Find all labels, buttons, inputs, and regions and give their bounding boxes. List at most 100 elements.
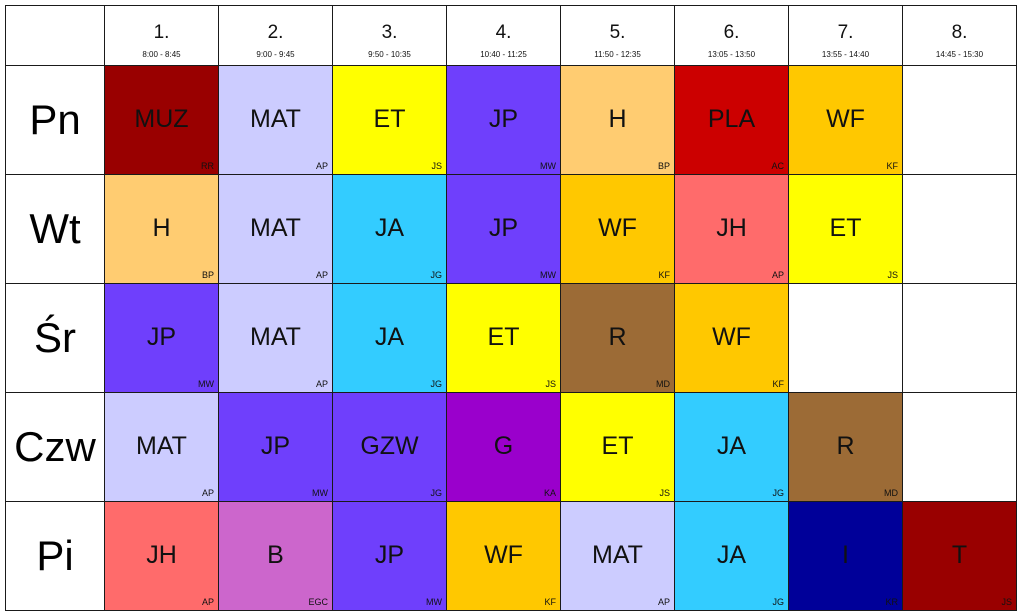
lesson-cell[interactable]: WF KF (788, 65, 903, 175)
lesson-cell[interactable]: G KA (446, 392, 561, 502)
subject-code: JP (488, 214, 519, 242)
subject-code: JA (716, 541, 747, 569)
period-number: 6. (723, 22, 740, 43)
lesson-cell[interactable]: JP MW (446, 174, 561, 284)
subject-code: JP (374, 541, 405, 569)
lesson-cell[interactable]: WF KF (674, 283, 789, 393)
day-row-pn: Pn MUZ RR MAT AP ET JS JP MW H BP PLA AC WF KF (5, 65, 1017, 175)
teacher-code: AP (771, 270, 784, 280)
subject-code: T (951, 541, 968, 569)
lesson-cell[interactable]: H BP (104, 174, 219, 284)
lesson-cell[interactable] (902, 392, 1017, 502)
teacher-code: AP (201, 597, 214, 607)
lesson-cell[interactable]: ET JS (560, 392, 675, 502)
period-number: 8. (951, 22, 968, 43)
teacher-code: AP (657, 597, 670, 607)
teacher-code: JS (1001, 597, 1012, 607)
day-label: Pi (5, 501, 105, 611)
lesson-cell[interactable]: R MD (788, 392, 903, 502)
subject-code: JA (716, 432, 747, 460)
lesson-cell[interactable]: MAT AP (560, 501, 675, 611)
subject-code: JP (488, 105, 519, 133)
teacher-code: AP (315, 161, 328, 171)
lesson-cell[interactable]: JH AP (674, 174, 789, 284)
period-header-6: 6. 13:05 - 13:50 (674, 5, 789, 66)
period-header-2: 2. 9:00 - 9:45 (218, 5, 333, 66)
corner-cell (5, 5, 105, 66)
lesson-cell[interactable] (788, 283, 903, 393)
teacher-code: KF (772, 379, 784, 389)
teacher-code: JS (431, 161, 442, 171)
teacher-code: AC (771, 161, 784, 171)
subject-code: JP (146, 323, 177, 351)
teacher-code: JS (659, 488, 670, 498)
lesson-cell[interactable]: JA JG (332, 174, 447, 284)
period-header-3: 3. 9:50 - 10:35 (332, 5, 447, 66)
lesson-cell[interactable]: R MD (560, 283, 675, 393)
period-time: 13:05 - 13:50 (707, 50, 756, 59)
subject-code: MAT (592, 541, 643, 569)
subject-code: MAT (250, 214, 301, 242)
lesson-cell[interactable]: WF KF (560, 174, 675, 284)
lesson-cell[interactable]: JH AP (104, 501, 219, 611)
subject-code: JH (716, 214, 747, 242)
teacher-code: JS (545, 379, 556, 389)
lesson-cell[interactable] (902, 65, 1017, 175)
subject-code: I (842, 541, 849, 569)
lesson-cell[interactable]: JA JG (674, 392, 789, 502)
teacher-code: AP (201, 488, 214, 498)
lesson-cell[interactable]: I KR (788, 501, 903, 611)
lesson-cell[interactable]: GZW JG (332, 392, 447, 502)
lesson-cell[interactable]: WF KF (446, 501, 561, 611)
period-time: 8:00 - 8:45 (142, 50, 181, 59)
lesson-cell[interactable] (902, 174, 1017, 284)
lesson-cell[interactable]: JA JG (674, 501, 789, 611)
teacher-code: EGC (308, 597, 328, 607)
lesson-cell[interactable]: T JS (902, 501, 1017, 611)
lesson-cell[interactable]: B EGC (218, 501, 333, 611)
period-number: 5. (609, 22, 626, 43)
teacher-code: JG (772, 597, 784, 607)
lesson-cell[interactable]: H BP (560, 65, 675, 175)
teacher-code: KF (886, 161, 898, 171)
lesson-cell[interactable]: JP MW (218, 392, 333, 502)
period-time: 9:00 - 9:45 (256, 50, 295, 59)
lesson-cell[interactable]: JA JG (332, 283, 447, 393)
period-number: 2. (267, 22, 284, 43)
day-row-czw: Czw MAT AP JP MW GZW JG G KA ET JS JA JG R MD (5, 392, 1017, 502)
lesson-cell[interactable]: ET JS (446, 283, 561, 393)
lesson-cell[interactable]: ET JS (788, 174, 903, 284)
lesson-cell[interactable]: MAT AP (218, 65, 333, 175)
period-header-4: 4. 10:40 - 11:25 (446, 5, 561, 66)
teacher-code: KR (885, 597, 898, 607)
lesson-cell[interactable]: MAT AP (218, 174, 333, 284)
lesson-cell[interactable]: JP MW (446, 65, 561, 175)
teacher-code: JG (430, 488, 442, 498)
lesson-cell[interactable]: MUZ RR (104, 65, 219, 175)
teacher-code: MD (656, 379, 670, 389)
subject-code: MUZ (134, 105, 189, 133)
subject-code: WF (484, 541, 523, 569)
subject-code: GZW (360, 432, 419, 460)
lesson-cell[interactable]: ET JS (332, 65, 447, 175)
period-header-5: 5. 11:50 - 12:35 (560, 5, 675, 66)
lesson-cell[interactable]: JP MW (104, 283, 219, 393)
period-time: 10:40 - 11:25 (480, 50, 527, 59)
subject-code: JA (374, 214, 405, 242)
lesson-cell[interactable]: PLA AC (674, 65, 789, 175)
lesson-cell[interactable]: JP MW (332, 501, 447, 611)
subject-code: ET (829, 214, 862, 242)
lesson-cell[interactable] (902, 283, 1017, 393)
teacher-code: RR (201, 161, 214, 171)
subject-code: R (608, 323, 627, 351)
day-row-wt: Wt H BP MAT AP JA JG JP MW WF KF JH AP ET JS (5, 174, 1017, 284)
teacher-code: KF (544, 597, 556, 607)
lesson-cell[interactable]: MAT AP (104, 392, 219, 502)
day-row-sr: Śr JP MW MAT AP JA JG ET JS R MD WF KF (5, 283, 1017, 393)
subject-code: MAT (136, 432, 187, 460)
lesson-cell[interactable]: MAT AP (218, 283, 333, 393)
teacher-code: MW (198, 379, 214, 389)
teacher-code: MW (426, 597, 442, 607)
teacher-code: MW (540, 270, 556, 280)
